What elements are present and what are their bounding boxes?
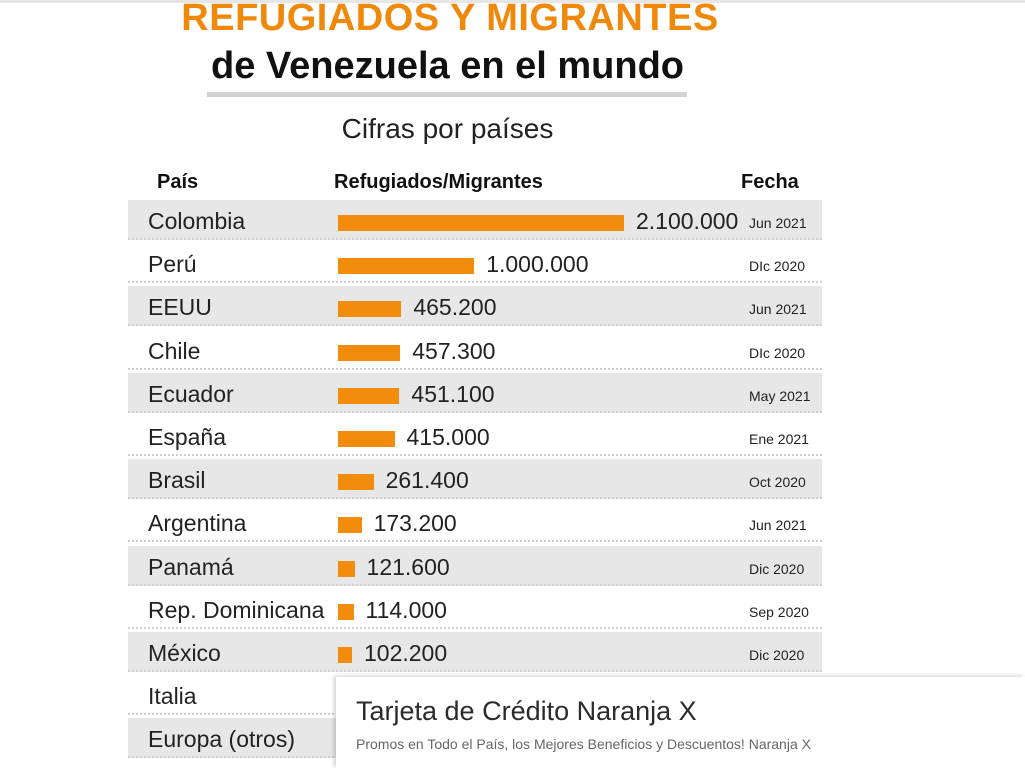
column-header-date: Fecha: [741, 171, 799, 193]
value-label: 102.200: [364, 640, 448, 666]
table-row: Colombia 2.100.000 Jun 2021: [128, 200, 822, 240]
table-row: Argentina 173.200 Jun 2021: [128, 502, 822, 543]
value-label: 261.400: [385, 467, 469, 494]
date-label: May 2021: [749, 387, 811, 404]
date-label: DIc 2020: [749, 344, 806, 361]
bar: [338, 258, 475, 275]
table-row: España 415.000 Ene 2021: [128, 416, 822, 456]
date-label: Ene 2021: [749, 431, 809, 447]
country-label: España: [148, 424, 227, 450]
table-row: Panamá 121.600 Dic 2020: [128, 545, 822, 586]
country-label: Chile: [148, 337, 201, 364]
table-row: EEUU 465.200 Jun 2021: [128, 286, 822, 327]
bar: [338, 560, 355, 577]
value-label: 2.100.000: [636, 208, 739, 234]
ad-title[interactable]: Tarjeta de Crédito Naranja X: [356, 696, 697, 726]
bar: [338, 387, 400, 404]
date-label: Dic 2020: [749, 647, 805, 663]
country-label: Colombia: [148, 208, 246, 234]
country-label: México: [148, 640, 221, 666]
bar: [338, 301, 402, 318]
value-label: 173.200: [373, 510, 457, 537]
value-label: 465.200: [413, 294, 497, 321]
chart-subtitle: Cifras por países: [341, 113, 554, 144]
table-row: Brasil 261.400 Oct 2020: [128, 459, 822, 500]
title-divider: [207, 92, 687, 97]
table-row: México 102.200 Dic 2020: [128, 632, 822, 672]
country-label: Perú: [148, 251, 197, 278]
country-label: Brasil: [148, 467, 206, 494]
bar: [338, 431, 395, 447]
value-label: 1.000.000: [486, 251, 589, 278]
country-label: EEUU: [148, 294, 212, 321]
column-header-value: Refugiados/Migrantes: [334, 171, 543, 193]
date-label: DIc 2020: [749, 258, 806, 275]
country-label: Rep. Dominicana: [148, 596, 325, 623]
bar: [338, 474, 374, 491]
country-label: Europa (otros): [148, 726, 296, 753]
value-label: 121.600: [366, 553, 450, 580]
chart-title: REFUGIADOS Y MIGRANTES: [181, 0, 719, 39]
ad-description: Promos en Todo el País, los Mejores Bene…: [356, 736, 811, 752]
date-label: Jun 2021: [749, 215, 807, 231]
table-row: Chile 457.300 DIc 2020: [128, 330, 822, 370]
table-row: Rep. Dominicana 114.000 Sep 2020: [128, 589, 822, 629]
value-label: 114.000: [365, 596, 447, 623]
bar: [338, 603, 354, 620]
country-label: Panamá: [148, 553, 234, 580]
ad-banner[interactable]: Tarjeta de Crédito Naranja X Promos en T…: [336, 677, 1025, 768]
table-row: Perú 1.000.000 DIc 2020: [128, 243, 822, 284]
value-label: 457.300: [412, 337, 496, 364]
date-label: Dic 2020: [749, 560, 805, 577]
country-label: Ecuador: [148, 380, 234, 407]
bar: [338, 344, 401, 361]
date-label: Oct 2020: [749, 474, 806, 491]
country-label: Argentina: [148, 510, 247, 537]
country-label: Italia: [148, 683, 197, 710]
chart-title-line2: de Venezuela en el mundo: [210, 45, 684, 87]
table-row: Ecuador 451.100 May 2021: [128, 372, 822, 413]
top-border: [0, 0, 1025, 3]
column-header-country: País: [157, 171, 199, 193]
bar: [338, 647, 352, 663]
value-label: 415.000: [406, 424, 490, 450]
date-label: Sep 2020: [749, 603, 809, 620]
value-label: 451.100: [411, 380, 495, 407]
date-label: Jun 2021: [749, 517, 807, 534]
bar: [338, 517, 362, 534]
date-label: Jun 2021: [749, 301, 807, 318]
bar: [338, 215, 624, 231]
